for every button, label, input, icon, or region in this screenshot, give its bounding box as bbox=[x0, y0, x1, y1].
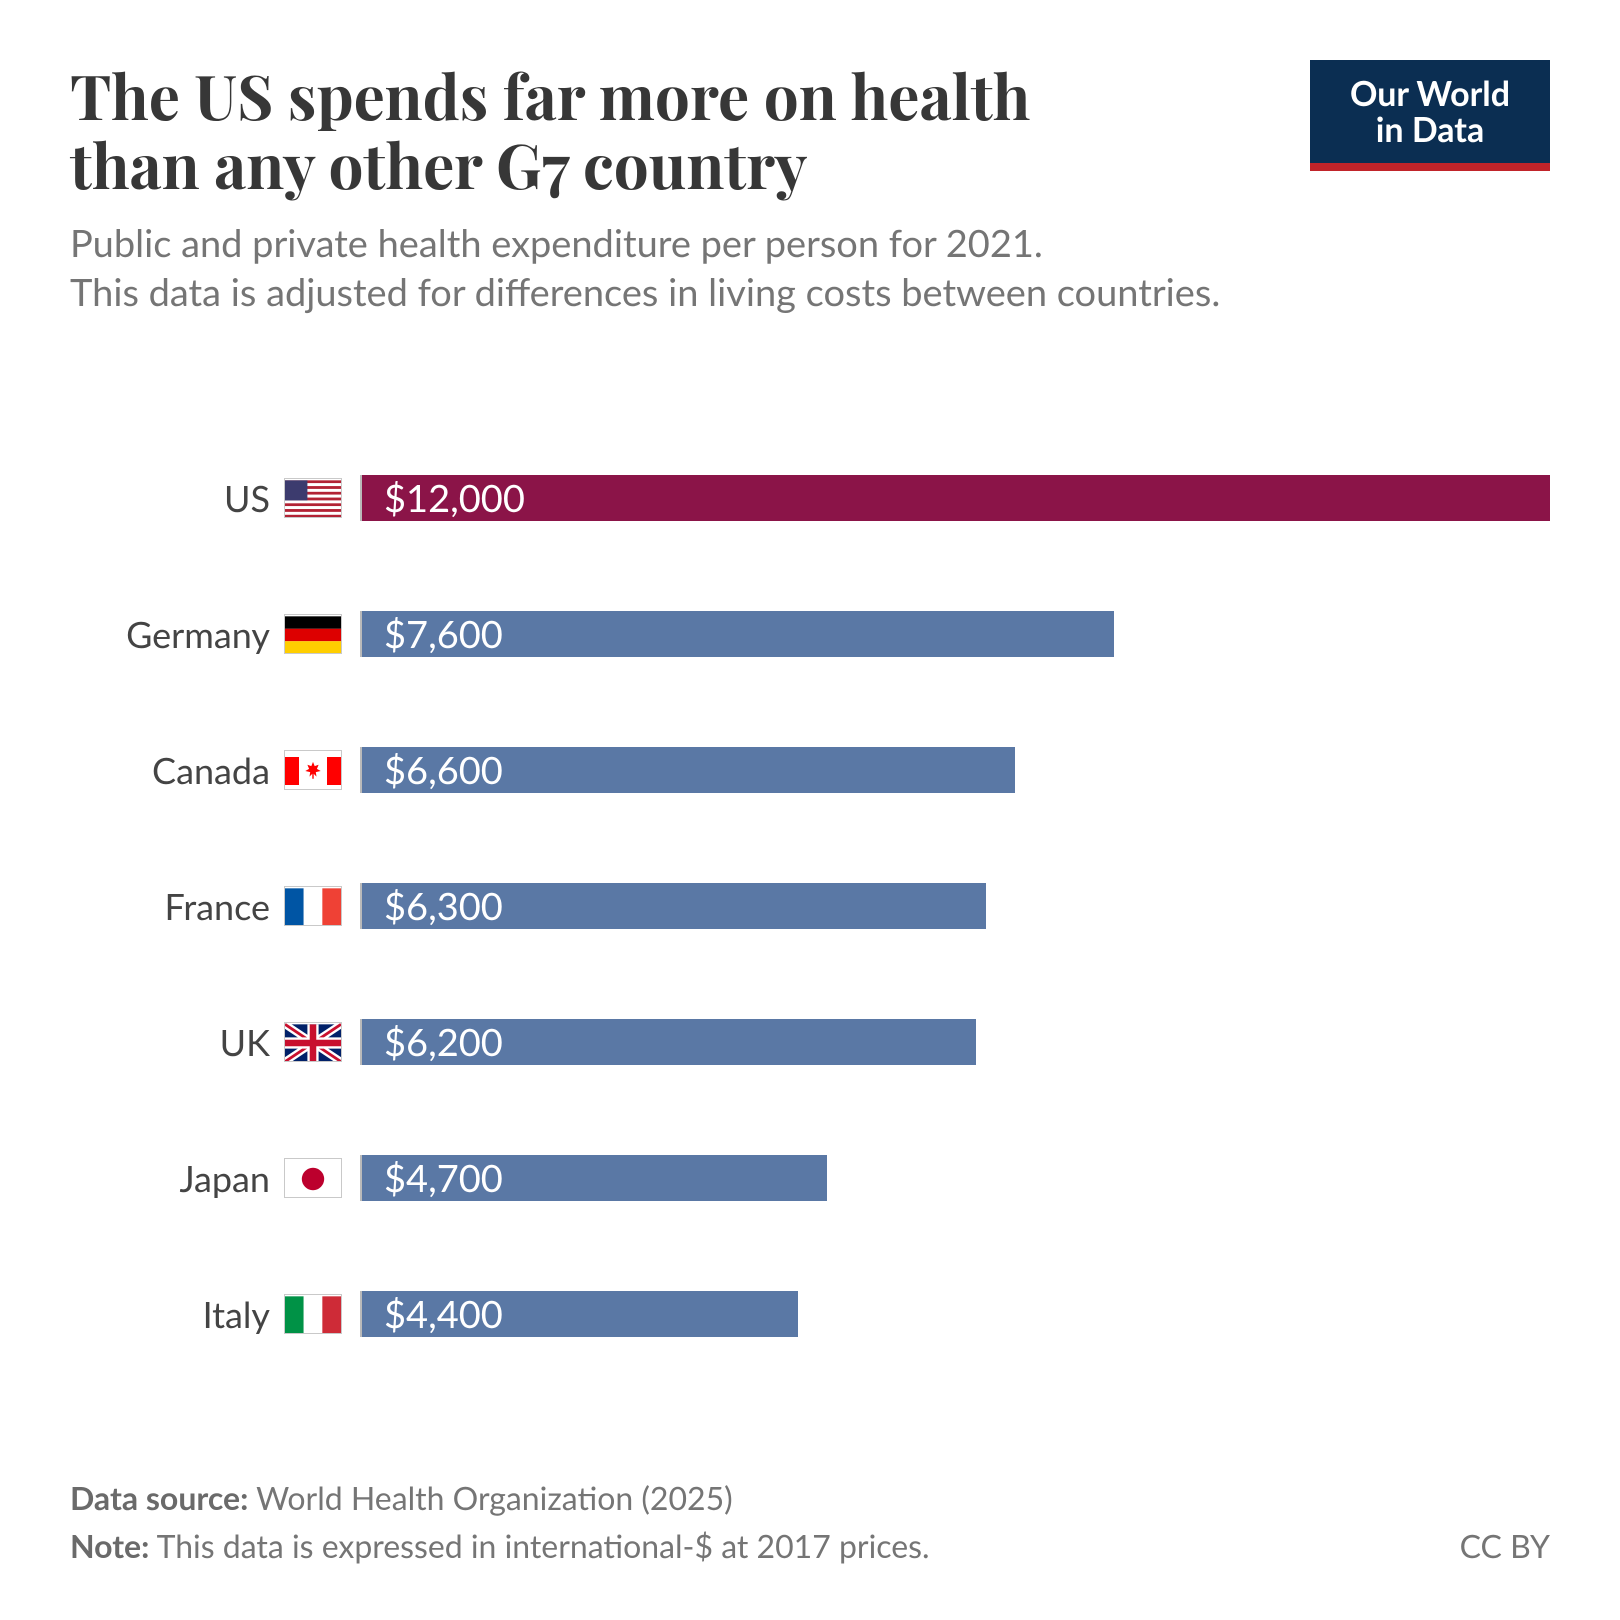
it-flag-icon bbox=[284, 1294, 342, 1334]
bar-row: Japan $4,700 bbox=[70, 1132, 1550, 1224]
header-row: The US spends far more on health than an… bbox=[70, 60, 1550, 318]
bar-row: Germany $7,600 bbox=[70, 588, 1550, 680]
subtitle-line-1: Public and private health expenditure pe… bbox=[70, 220, 1043, 266]
logo-line-2: in Data bbox=[1376, 109, 1484, 150]
bar-track: $6,300 bbox=[360, 883, 1550, 929]
bar-value: $6,600 bbox=[384, 747, 503, 793]
bar-row: Canada $6,600 bbox=[70, 724, 1550, 816]
bar-label: Canada bbox=[152, 748, 270, 792]
bar-label-cell: Japan bbox=[70, 1156, 360, 1200]
footer-left: Data source: World Health Organization (… bbox=[70, 1474, 930, 1570]
footer-note: Note: This data is expressed in internat… bbox=[70, 1522, 930, 1570]
bar-value: $4,700 bbox=[384, 1155, 503, 1201]
bar-track: $7,600 bbox=[360, 611, 1550, 657]
bar-value: $4,400 bbox=[384, 1291, 503, 1337]
chart-subtitle: Public and private health expenditure pe… bbox=[70, 219, 1220, 318]
de-flag-icon bbox=[284, 614, 342, 654]
bar: $6,300 bbox=[362, 883, 986, 929]
bar-track: $12,000 bbox=[360, 475, 1550, 521]
title-line-2: than any other G7 country bbox=[70, 122, 807, 205]
bar-track: $4,400 bbox=[360, 1291, 1550, 1337]
bar-label-cell: France bbox=[70, 884, 360, 928]
note-label: Note: bbox=[70, 1526, 149, 1565]
bar-label: Japan bbox=[179, 1156, 270, 1200]
bar-row: France $6,300 bbox=[70, 860, 1550, 952]
source-label: Data source: bbox=[70, 1478, 248, 1517]
bar-track: $6,600 bbox=[360, 747, 1550, 793]
bar: $6,200 bbox=[362, 1019, 976, 1065]
note-text: This data is expressed in international-… bbox=[149, 1526, 929, 1565]
bar: $4,700 bbox=[362, 1155, 827, 1201]
bar-label: US bbox=[224, 476, 270, 520]
bar: $4,400 bbox=[362, 1291, 798, 1337]
bar-label-cell: US bbox=[70, 476, 360, 520]
bar-label: Germany bbox=[126, 612, 270, 656]
bar-label: France bbox=[165, 884, 270, 928]
footer-source: Data source: World Health Organization (… bbox=[70, 1474, 930, 1522]
bar-label-cell: UK bbox=[70, 1020, 360, 1064]
bar-value: $6,300 bbox=[384, 883, 503, 929]
bar: $12,000 bbox=[362, 475, 1550, 521]
bar-row: Italy $4,400 bbox=[70, 1268, 1550, 1360]
subtitle-line-2: This data is adjusted for differences in… bbox=[70, 269, 1220, 315]
bar-label: UK bbox=[220, 1020, 270, 1064]
bar-value: $7,600 bbox=[384, 611, 503, 657]
source-text: World Health Organization (2025) bbox=[248, 1478, 732, 1517]
owid-logo: Our World in Data bbox=[1310, 60, 1550, 171]
bar-value: $12,000 bbox=[384, 475, 525, 521]
chart-footer: Data source: World Health Organization (… bbox=[70, 1474, 1550, 1570]
footer-license: CC BY bbox=[1460, 1522, 1550, 1570]
us-flag-icon bbox=[284, 478, 342, 518]
uk-flag-icon bbox=[284, 1022, 342, 1062]
bar: $6,600 bbox=[362, 747, 1015, 793]
bar-label-cell: Canada bbox=[70, 748, 360, 792]
fr-flag-icon bbox=[284, 886, 342, 926]
bar-value: $6,200 bbox=[384, 1019, 503, 1065]
bar-track: $4,700 bbox=[360, 1155, 1550, 1201]
bar-chart: US $12,000 Germany $7,600 Canada $6,600 Fra… bbox=[70, 368, 1550, 1444]
jp-flag-icon bbox=[284, 1158, 342, 1198]
bar-label-cell: Germany bbox=[70, 612, 360, 656]
bar-track: $6,200 bbox=[360, 1019, 1550, 1065]
bar-label: Italy bbox=[203, 1292, 270, 1336]
title-block: The US spends far more on health than an… bbox=[70, 60, 1220, 318]
bar: $7,600 bbox=[362, 611, 1114, 657]
ca-flag-icon bbox=[284, 750, 342, 790]
chart-title: The US spends far more on health than an… bbox=[70, 60, 1220, 199]
bar-row: UK $6,200 bbox=[70, 996, 1550, 1088]
page: The US spends far more on health than an… bbox=[0, 0, 1620, 1620]
bar-row: US $12,000 bbox=[70, 452, 1550, 544]
bar-label-cell: Italy bbox=[70, 1292, 360, 1336]
